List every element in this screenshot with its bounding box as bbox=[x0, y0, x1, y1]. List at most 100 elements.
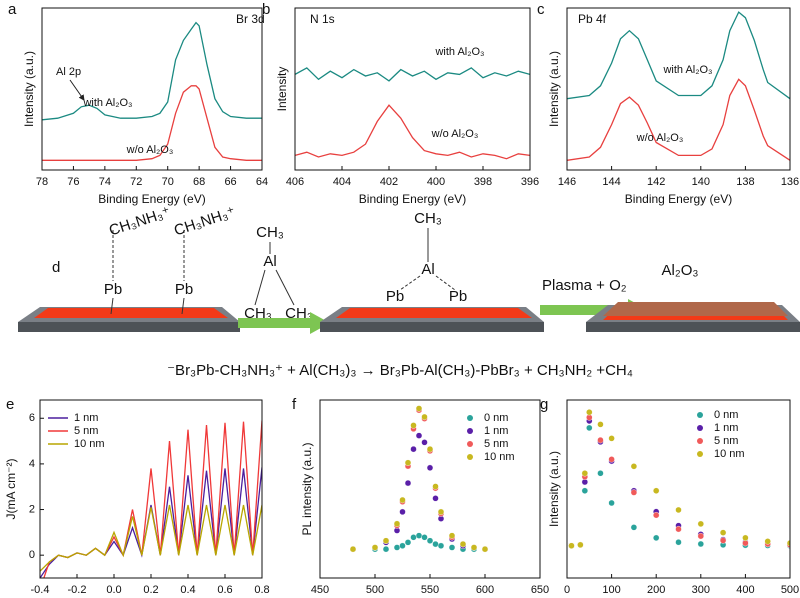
perovskite-layer bbox=[34, 308, 228, 318]
x-tick-label: 200 bbox=[647, 584, 665, 596]
legend-marker bbox=[467, 441, 473, 447]
y-tick-label: 6 bbox=[29, 412, 35, 424]
bond bbox=[435, 275, 456, 291]
point bbox=[481, 545, 489, 553]
legend-marker bbox=[697, 451, 703, 457]
x-tick-label: 78 bbox=[36, 176, 48, 188]
series-label: with Al₂O₃ bbox=[82, 97, 132, 109]
plot-area bbox=[42, 21, 262, 161]
point bbox=[415, 432, 423, 439]
panel: gTime (ns)Intensity (a.u.)01002003004005… bbox=[540, 396, 799, 596]
panel-letter: c bbox=[537, 1, 545, 18]
x-tick-label: 138 bbox=[736, 176, 754, 188]
panel: ePotential (V vs. Ag/AgCl)J(mA cm⁻²)-0.4… bbox=[4, 396, 269, 596]
series-line bbox=[42, 85, 262, 161]
point bbox=[608, 456, 615, 463]
bond bbox=[399, 275, 421, 291]
point bbox=[719, 537, 727, 544]
series-label: w/o Al₂O₃ bbox=[636, 132, 684, 144]
point bbox=[404, 539, 412, 546]
schematic: d CH₃NH₃⁺ CH₃NH₃⁺ Pb Pb CH₃ Al CH₃ CH₃ C… bbox=[18, 204, 800, 379]
point bbox=[426, 537, 434, 544]
x-tick-label: 400 bbox=[427, 176, 445, 188]
y-axis-label: Intensity (a.u.) bbox=[547, 451, 561, 527]
series-label: w/o Al₂O₃ bbox=[126, 144, 174, 156]
x-tick-label: 100 bbox=[602, 584, 620, 596]
x-axis-label: Binding Energy (eV) bbox=[625, 192, 732, 206]
legend-label: 1 nm bbox=[484, 425, 508, 437]
x-tick-label: 500 bbox=[366, 584, 384, 596]
legend-marker bbox=[467, 454, 473, 460]
point bbox=[581, 470, 589, 477]
annotation: Al 2p bbox=[56, 66, 81, 78]
y-axis-label: J(mA cm⁻²) bbox=[4, 459, 18, 520]
legend-label: 10 nm bbox=[714, 448, 745, 460]
point bbox=[675, 539, 682, 546]
legend-label: 1 nm bbox=[74, 412, 98, 424]
x-tick-label: 72 bbox=[130, 176, 142, 188]
arrow bbox=[540, 299, 648, 321]
point bbox=[581, 487, 589, 494]
plot-frame bbox=[319, 399, 541, 579]
atom: Pb bbox=[386, 288, 404, 305]
perovskite-layer bbox=[336, 308, 532, 318]
plot-area bbox=[295, 67, 530, 160]
plot-frame bbox=[39, 399, 263, 579]
plot-area bbox=[567, 11, 790, 161]
series-line bbox=[42, 21, 262, 121]
point bbox=[675, 525, 682, 533]
point bbox=[410, 422, 417, 429]
legend-label: 10 nm bbox=[484, 451, 515, 463]
y-axis-label: Intensity (a.u.) bbox=[22, 51, 36, 127]
legend-marker bbox=[467, 415, 473, 421]
substrate bbox=[586, 322, 800, 332]
panel-letter: f bbox=[292, 396, 297, 413]
atom: CH₃ bbox=[244, 305, 272, 322]
point bbox=[719, 529, 727, 536]
x-tick-label: 402 bbox=[380, 176, 398, 188]
x-tick-label: 146 bbox=[558, 176, 576, 188]
x-axis-label: Binding Energy (eV) bbox=[98, 192, 205, 206]
point bbox=[393, 544, 401, 551]
atom: CH₃ bbox=[285, 305, 313, 322]
x-tick-label: 142 bbox=[647, 176, 665, 188]
substrate bbox=[18, 322, 240, 332]
x-tick-label: 550 bbox=[421, 584, 439, 596]
point bbox=[399, 508, 406, 516]
point bbox=[630, 524, 638, 531]
point bbox=[597, 470, 604, 477]
x-tick-label: -0.2 bbox=[68, 584, 87, 596]
x-tick-label: 0 bbox=[564, 584, 570, 596]
bond bbox=[275, 269, 295, 306]
x-tick-label: 136 bbox=[781, 176, 799, 188]
legend-marker bbox=[697, 412, 703, 418]
point bbox=[404, 459, 412, 466]
x-tick-label: 74 bbox=[99, 176, 111, 188]
x-tick-label: 450 bbox=[311, 584, 329, 596]
x-axis-label: Binding Energy (eV) bbox=[359, 192, 466, 206]
point bbox=[410, 534, 417, 541]
x-tick-label: 140 bbox=[692, 176, 710, 188]
point bbox=[742, 534, 749, 542]
series-line bbox=[567, 78, 790, 161]
arrow bbox=[238, 312, 330, 334]
point bbox=[432, 540, 439, 548]
point bbox=[448, 532, 456, 539]
point bbox=[426, 464, 434, 472]
point bbox=[393, 520, 401, 527]
x-tick-label: 70 bbox=[162, 176, 174, 188]
bond bbox=[181, 297, 185, 315]
point bbox=[415, 405, 423, 412]
x-tick-label: 406 bbox=[286, 176, 304, 188]
x-tick-label: 600 bbox=[476, 584, 494, 596]
series-label: with Al₂O₃ bbox=[662, 64, 712, 76]
atom: Pb bbox=[104, 281, 122, 298]
x-tick-label: 300 bbox=[692, 584, 710, 596]
series-line bbox=[295, 104, 530, 160]
point bbox=[415, 532, 423, 539]
atom: Pb bbox=[449, 288, 467, 305]
legend-label: 0 nm bbox=[714, 409, 738, 421]
point bbox=[586, 424, 593, 432]
cation: CH₃NH₃⁺ bbox=[107, 204, 173, 240]
series-line bbox=[40, 504, 262, 572]
